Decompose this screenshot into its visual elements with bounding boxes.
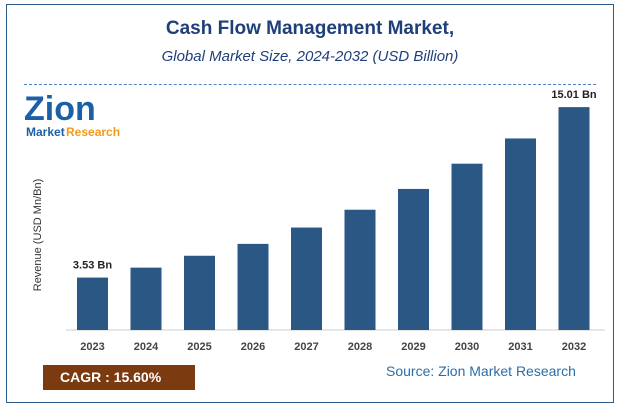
x-tick-label: 2032: [562, 341, 586, 353]
x-tick-label: 2028: [348, 341, 372, 353]
x-tick-label: 2024: [134, 341, 159, 353]
chart-title: Cash Flow Management Market,: [165, 18, 455, 39]
bar-2030: [451, 163, 483, 330]
x-tick-label: 2029: [401, 341, 425, 353]
bar-2025: [184, 255, 215, 330]
data-label: 15.01 Bn: [551, 89, 597, 101]
bar-2031: [505, 138, 536, 330]
bar-2029: [398, 188, 429, 330]
divider: [24, 84, 596, 85]
chart-frame: [6, 4, 614, 403]
x-tick-label: 2027: [294, 341, 318, 353]
chart-subtitle: Global Market Size, 2024-2032 (USD Billi…: [161, 48, 459, 65]
x-tick-label: 2030: [455, 341, 479, 353]
x-tick-label: 2031: [508, 341, 532, 353]
x-tick-label: 2026: [241, 341, 265, 353]
bar-2028: [344, 209, 376, 330]
bar-2024: [130, 267, 162, 330]
bar-2032: [558, 107, 590, 331]
bar-2027: [291, 227, 322, 330]
svg-text:Research: Research: [66, 125, 120, 139]
svg-text:Market: Market: [26, 125, 65, 139]
zion-logo: Zion Market Research: [24, 90, 120, 139]
data-label: 3.53 Bn: [73, 260, 112, 272]
svg-text:Zion: Zion: [24, 90, 96, 128]
bar-2026: [237, 243, 269, 330]
cagr-badge: CAGR : 15.60%: [43, 365, 195, 390]
bar-2023: [77, 277, 108, 330]
x-tick-label: 2025: [187, 341, 211, 353]
x-tick-label: 2023: [80, 341, 104, 353]
source-text: Source: Zion Market Research: [386, 363, 576, 379]
